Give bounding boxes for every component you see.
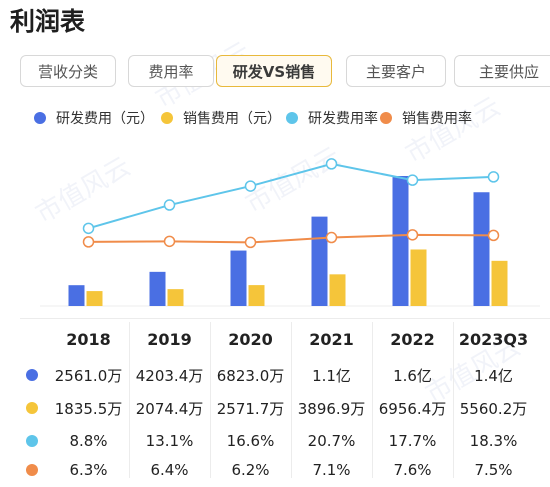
rd-ratio-line [88,162,494,230]
legend-label: 销售费用（元） [183,111,281,127]
table-cell: 1.1亿 [312,366,351,385]
table-cell: 4203.4万 [135,366,204,385]
legend-sales-ratio[interactable]: 销售费用率 [380,108,472,128]
table-cell: 6.2% [231,461,270,479]
table-cell: 13.1% [145,432,194,450]
bar-sales-expense [248,285,265,306]
row-color-dot [26,464,38,476]
legend-label: 研发费用（元） [56,111,154,127]
table-cell: 6823.0万 [216,366,285,385]
legend-label: 销售费用率 [402,111,472,127]
bar-rd-expense [311,216,328,306]
table-cell: 7.6% [393,461,432,479]
sales-ratio-point [487,229,500,242]
table-cell: 7.1% [312,461,351,479]
page-title: 利润表 [10,7,86,36]
bar-rd-expense [392,176,409,306]
legend-swatch [380,112,392,124]
table-cell: 5560.2万 [459,399,528,418]
table-cell: 7.5% [474,461,513,479]
tab-expense-ratio[interactable]: 费用率 [128,55,214,87]
tab-major-suppliers[interactable]: 主要供应 [454,55,550,87]
rd-ratio-point [244,180,257,192]
table-cell: 2074.4万 [135,399,204,418]
year-header: 2020 [228,329,273,349]
year-header: 2018 [66,329,111,349]
year-header: 2021 [309,329,354,349]
table-row: 6.3% 6.4% 6.2% 7.1% 7.6% 7.5% [26,453,534,487]
table-row: 2561.0万 4203.4万 6823.0万 1.1亿 1.6亿 1.4亿 [26,358,534,392]
tab-major-customers[interactable]: 主要客户 [346,55,446,87]
year-header: 2023Q3 [458,329,529,349]
row-color-dot [26,369,38,381]
table-cell: 2561.0万 [54,366,123,385]
table-row: 1835.5万 2074.4万 2571.7万 3896.9万 6956.4万 … [26,391,534,425]
sales-ratio-point [244,236,257,249]
row-color-dot [26,402,38,414]
table-cell: 6.4% [150,461,189,479]
bar-sales-expense [491,260,508,306]
sales-ratio-line [88,233,494,244]
table-cell: 1.4亿 [474,366,513,385]
bar-sales-expense [86,291,103,306]
table-cell: 6.3% [69,461,108,479]
row-color-dot [26,435,38,447]
legend-sales-expense[interactable]: 销售费用（元） [161,108,281,128]
year-header: 2019 [147,329,192,349]
bar-rd-expense [473,192,490,306]
table-header-row: 2018 2019 2020 2021 2022 2023Q3 [48,322,534,356]
tab-rd-vs-sales[interactable]: 研发VS销售 [216,55,332,87]
legend-swatch [286,112,298,124]
chart-legend: 研发费用（元） 销售费用（元） 研发费用率 销售费用率 [34,108,550,132]
sales-ratio-point [325,231,338,244]
table-cell: 20.7% [307,432,356,450]
legend-swatch [161,112,173,124]
rd-ratio-point [82,222,95,235]
bar-sales-expense [410,249,427,306]
bar-rd-expense [68,285,85,306]
table-cell: 1.6亿 [393,366,432,385]
table-cell: 16.6% [226,432,275,450]
table-cell: 6956.4万 [378,399,447,418]
sales-ratio-point [82,236,95,248]
bar-sales-expense [167,289,184,306]
rd-ratio-point [163,199,176,211]
rd-ratio-point [325,158,338,170]
sales-ratio-point [406,229,419,241]
combo-chart [40,158,540,307]
bar-rd-expense [230,250,247,306]
table-cell: 17.7% [388,432,437,450]
legend-rd-ratio[interactable]: 研发费用率 [286,108,378,128]
table-row: 8.8% 13.1% 16.6% 20.7% 17.7% 18.3% [26,424,534,458]
legend-label: 研发费用率 [308,111,378,127]
sales-ratio-point [163,235,176,248]
bar-rd-expense [149,271,166,306]
table-cell: 8.8% [69,432,108,450]
table-cell: 2571.7万 [216,399,285,418]
table-cell: 3896.9万 [297,399,366,418]
legend-swatch [34,112,46,124]
table-cell: 1835.5万 [54,399,123,418]
rd-ratio-point [487,171,500,183]
rd-ratio-point [406,174,419,186]
bar-sales-expense [329,274,346,306]
table-cell: 18.3% [469,432,518,450]
year-header: 2022 [390,329,435,349]
tab-bar: 营收分类 费用率 研发VS销售 主要客户 主要供应 [20,55,550,89]
tab-revenue-category[interactable]: 营收分类 [20,55,116,87]
legend-rd-expense[interactable]: 研发费用（元） [34,108,154,128]
